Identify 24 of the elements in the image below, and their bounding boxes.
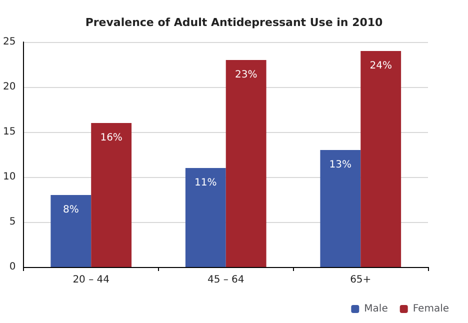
data-label: 11%: [194, 178, 217, 188]
y-tick-label: 10: [2, 172, 16, 182]
data-label: 24%: [370, 60, 392, 72]
y-tick-label: 20: [2, 82, 16, 92]
chart-title: Prevalence of Adult Antidepressant Use in 2010: [85, 16, 384, 29]
x-tick-label: 20 – 44: [72, 274, 110, 286]
data-label: 23%: [234, 70, 258, 80]
x-tick-label: 45 – 64: [207, 274, 244, 286]
y-tick-label: 5: [9, 216, 16, 228]
bar: [360, 51, 402, 267]
data-label: 13%: [329, 160, 352, 170]
bar: [320, 150, 361, 267]
data-label: 8%: [62, 204, 79, 216]
y-tick-label: 25: [2, 36, 16, 48]
y-tick-label: 0: [9, 262, 16, 272]
bar: [50, 195, 92, 267]
data-label: 16%: [100, 132, 122, 144]
legend-label: Male: [364, 304, 388, 314]
y-tick-label: 15: [2, 126, 16, 138]
bar: [226, 60, 266, 267]
bar: [91, 123, 132, 267]
bar: [185, 168, 226, 267]
legend-label: Female: [412, 304, 450, 314]
x-tick-label: 65+: [350, 274, 372, 286]
